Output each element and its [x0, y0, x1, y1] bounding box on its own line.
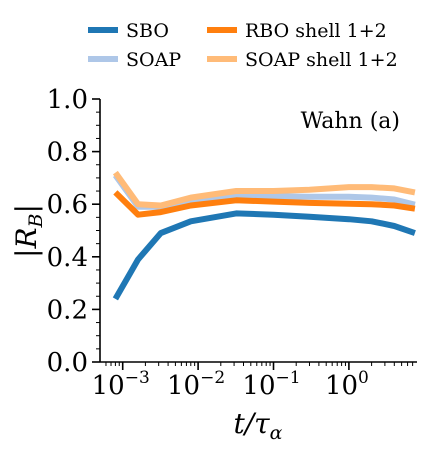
y-tick-label-5: 1.0: [47, 85, 88, 115]
y-tick-labels: 0.0 0.2 0.4 0.6 0.8 1.0: [47, 85, 88, 378]
y-tick-label-4: 0.8: [47, 138, 88, 168]
y-tick-label-0: 0.0: [47, 348, 88, 378]
legend-label-0: SBO: [126, 20, 169, 42]
y-tick-label-1: 0.2: [47, 295, 88, 325]
major-ticks: [92, 98, 350, 370]
legend-label-1: RBO shell 1+2: [245, 20, 387, 42]
chart-annotation: Wahn (a): [301, 109, 400, 134]
x-tick-labels: 10−3 10−2 10−1 100: [92, 368, 369, 401]
series-line-3: [113, 190, 416, 218]
x-tick-label-3: 100: [325, 368, 369, 401]
series-line-1: [112, 210, 416, 301]
legend: SBO RBO shell 1+2 SOAP SOAP shell 1+2: [88, 20, 398, 71]
x-tick-label-1: 10−2: [167, 368, 225, 401]
legend-label-2: SOAP: [126, 49, 181, 71]
legend-label-3: SOAP shell 1+2: [245, 49, 398, 71]
x-axis-label: t/τα: [233, 407, 282, 444]
y-tick-label-2: 0.4: [47, 243, 88, 273]
minor-ticks: [96, 111, 414, 366]
y-tick-label-3: 0.6: [47, 190, 88, 220]
x-tick-label-0: 10−3: [92, 368, 150, 401]
y-axis-label: |RB|: [10, 204, 47, 258]
series-line-2: [112, 170, 416, 209]
x-tick-label-2: 10−1: [242, 368, 300, 401]
series-lines: [112, 170, 416, 301]
